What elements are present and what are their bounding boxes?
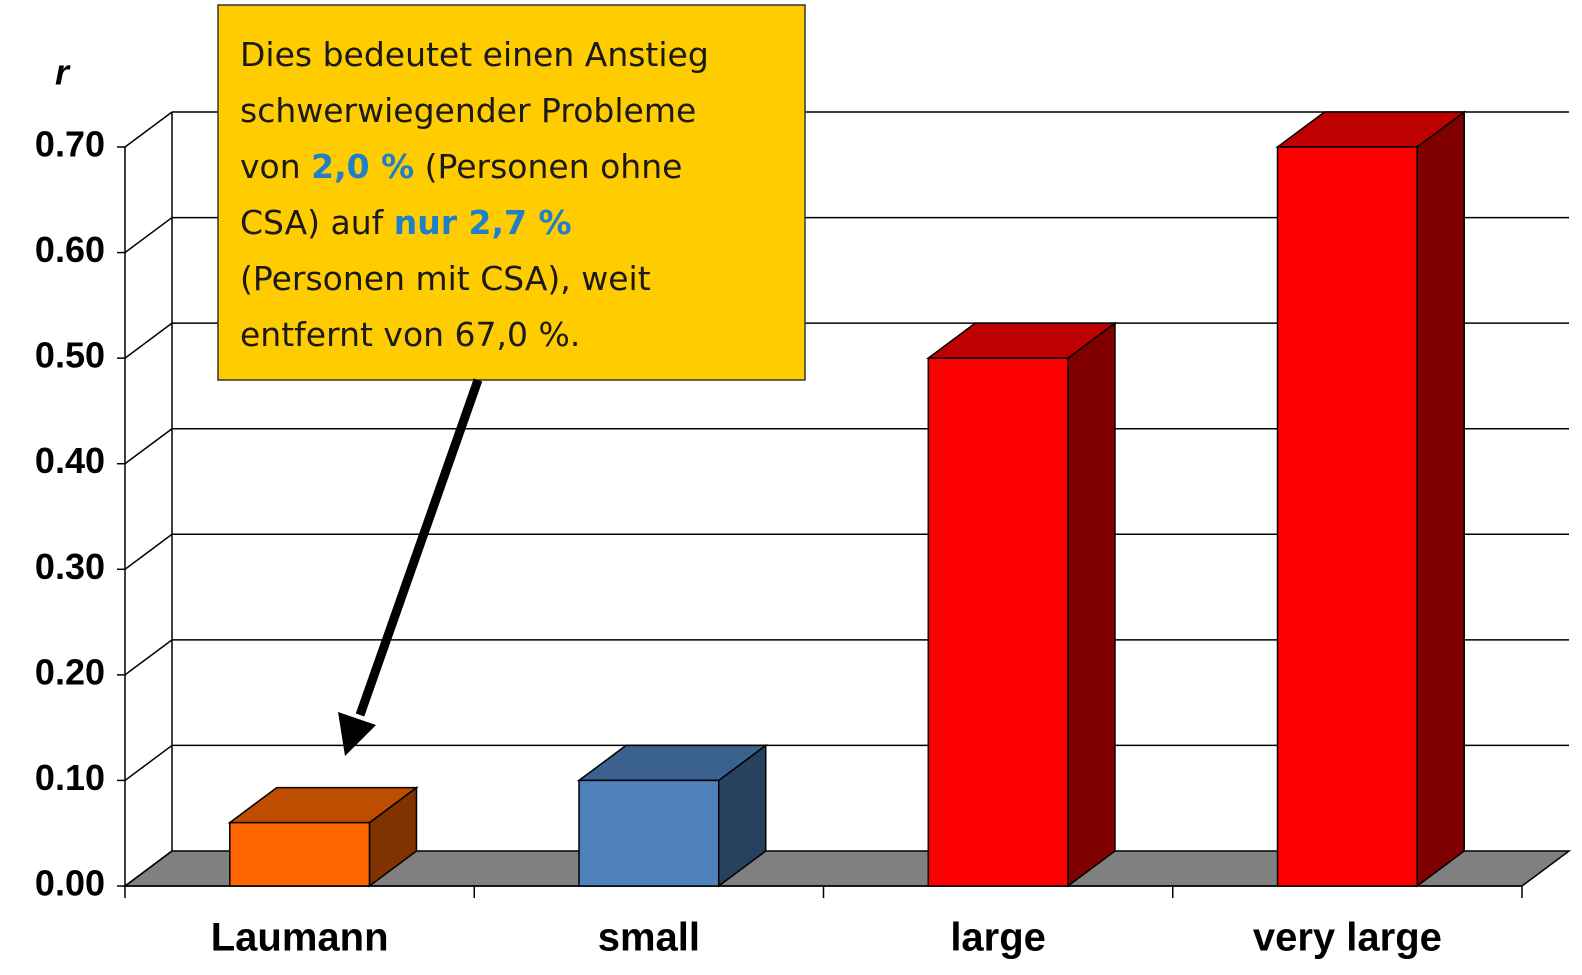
bar-side (1067, 321, 1116, 888)
bar (927, 357, 1069, 887)
annotation-line: entfernt von 67,0 %. (240, 315, 580, 354)
annotation-text: Dies bedeutet einen Anstieg (240, 35, 709, 74)
grid-line-side (124, 428, 173, 465)
annotation-line: Dies bedeutet einen Anstieg (240, 35, 709, 74)
grid-line-side (124, 744, 173, 782)
annotation-text: (Personen ohne (414, 147, 682, 186)
annotation-text: schwerwiegender Probleme (240, 91, 696, 130)
annotation-text: 2,0 % (311, 147, 414, 186)
annotation-box (217, 4, 806, 381)
annotation-text: (Personen mit CSA), weit (240, 259, 651, 298)
grid-line-side (124, 111, 173, 148)
y-tick-label: 0.40 (35, 440, 105, 481)
bar (578, 779, 720, 887)
grid-line-side (124, 639, 173, 676)
x-tick-label: very large (1253, 916, 1442, 960)
y-tick-label: 0.10 (35, 757, 105, 798)
x-tick-label: Laumann (211, 916, 389, 960)
annotation-text: CSA) auf (240, 203, 394, 242)
y-axis-title: r (55, 52, 71, 93)
y-tick-label: 0.20 (35, 651, 105, 692)
annotation-line: schwerwiegender Probleme (240, 91, 696, 130)
y-tick-label: 0.70 (35, 124, 105, 165)
grid-line-side (124, 216, 173, 254)
annotation-line: von 2,0 % (Personen ohne (240, 147, 682, 186)
arrow-shaft (355, 378, 483, 717)
annotation-line: (Personen mit CSA), weit (240, 259, 651, 298)
annotation-text: entfernt von 67,0 %. (240, 315, 580, 354)
y-tick-label: 0.30 (35, 546, 105, 587)
y-tick-label: 0.50 (35, 335, 105, 376)
annotation-text: von (240, 147, 311, 186)
grid-line-side (124, 533, 173, 570)
annotation-text: nur 2,7 % (394, 203, 572, 242)
grid-line-side (124, 850, 173, 887)
annotation-line: CSA) auf nur 2,7 % (240, 203, 572, 242)
grid-line-side (124, 322, 173, 359)
x-tick-label: small (598, 916, 700, 960)
arrow-head (338, 712, 376, 756)
bar (1276, 146, 1418, 887)
bar (229, 821, 371, 887)
x-tick-label: large (950, 916, 1046, 960)
y-tick-label: 0.00 (35, 863, 105, 904)
y-tick-label: 0.60 (35, 229, 105, 270)
bar-side (1416, 110, 1465, 888)
